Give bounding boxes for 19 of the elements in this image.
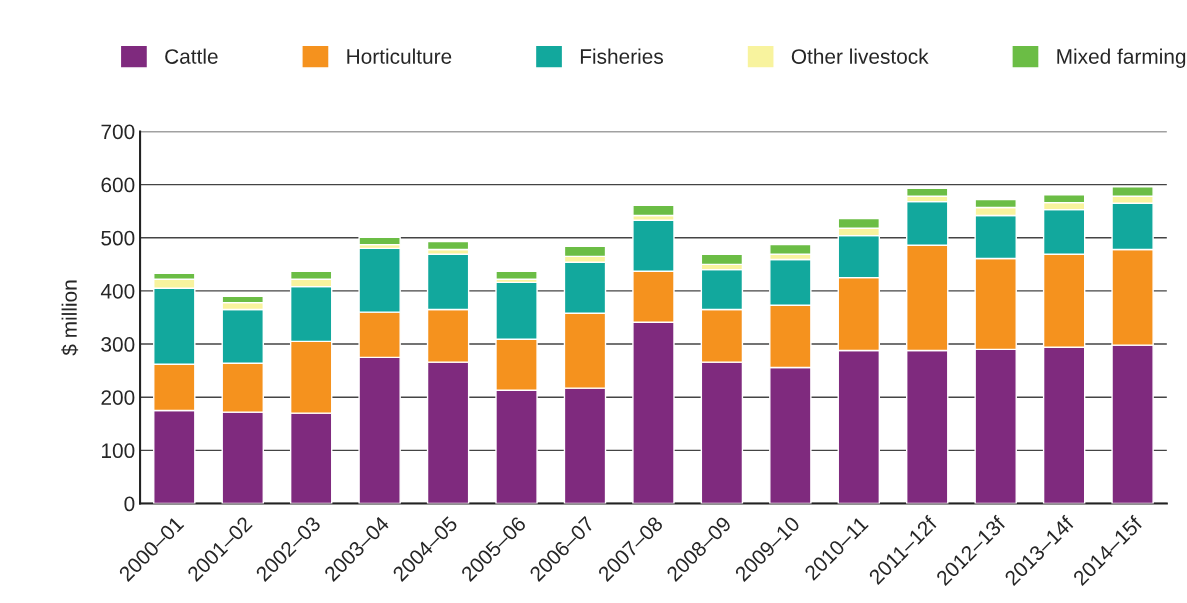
y-tick-label: 200 bbox=[101, 390, 135, 405]
legend-label: Cattle bbox=[165, 48, 218, 64]
bar bbox=[495, 270, 538, 280]
legend-label: Fisheries bbox=[580, 48, 663, 64]
y-axis-title: $ million bbox=[61, 280, 79, 356]
legend-label: Other livestock bbox=[791, 48, 929, 64]
y-tick-label: 500 bbox=[101, 230, 135, 246]
bar bbox=[426, 240, 470, 251]
y-tick-label: 0 bbox=[124, 496, 135, 512]
bar bbox=[700, 253, 744, 266]
legend-label: Horticulture bbox=[347, 48, 452, 64]
bar bbox=[358, 236, 401, 246]
y-tick-label: 300 bbox=[101, 337, 135, 352]
y-tick-label: 400 bbox=[100, 283, 135, 299]
y-tick-label: 600 bbox=[101, 177, 135, 193]
bar bbox=[632, 204, 675, 217]
y-tick-label: 700 bbox=[101, 124, 135, 140]
y-tick-label: 100 bbox=[102, 443, 135, 459]
legend-label: Mixed farming bbox=[1057, 48, 1186, 69]
